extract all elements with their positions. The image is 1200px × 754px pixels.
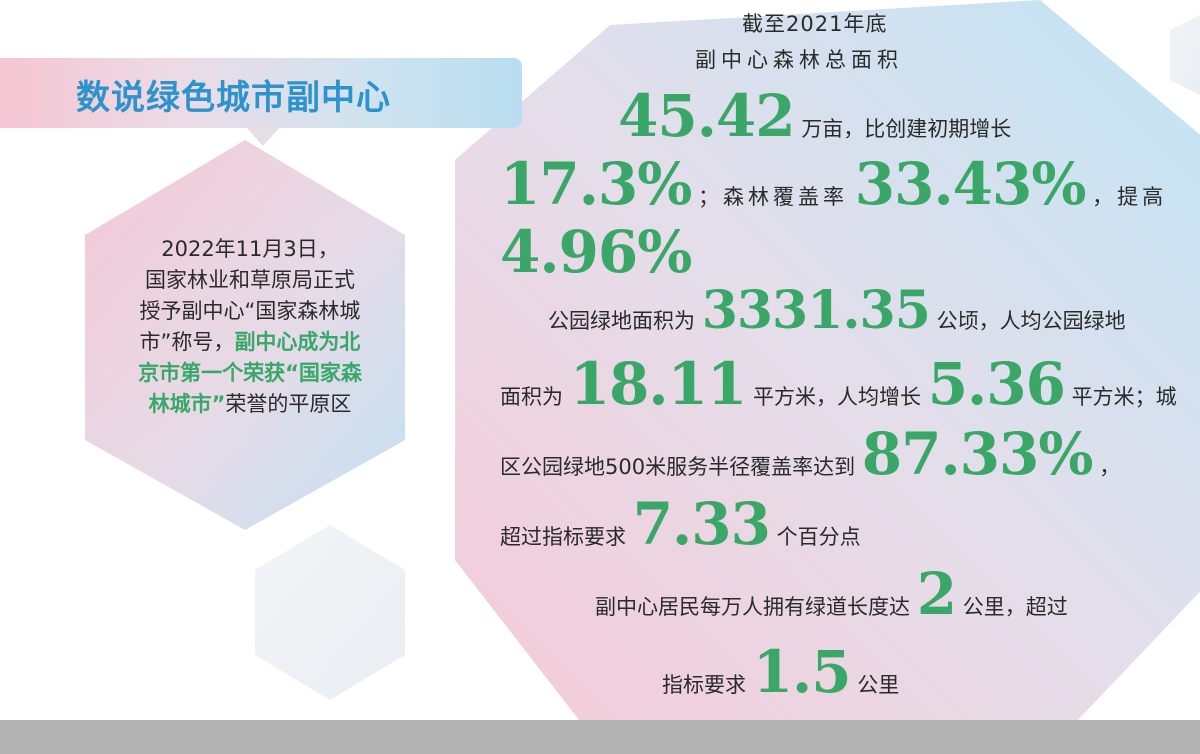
side-text: 市”称号，: [139, 330, 235, 354]
service-rate-value: 87.33%: [861, 420, 1094, 488]
title-banner: [0, 58, 522, 128]
footer-bar: [0, 720, 1200, 754]
small-hexagon: [85, 140, 405, 530]
side-highlight: 京市第一个荣获“国家森: [138, 361, 362, 385]
coverage-up-value: 4.96%: [500, 218, 692, 286]
stats-header: 副中心森林总面积: [695, 48, 903, 72]
stats-line: 副中心居民每万人拥有绿道长度达 2 公里，超过: [595, 560, 1068, 628]
forest-area-value: 45.42: [618, 82, 796, 150]
stats-text: 公里: [857, 673, 900, 697]
stats-text: 个百分点: [776, 525, 861, 549]
side-highlight: 副中心成为北: [234, 330, 361, 354]
stats-text: 平方米，人均增长: [753, 385, 921, 409]
stats-line: 4.96%: [500, 218, 692, 286]
stats-text: 面积为: [500, 385, 563, 409]
coverage-value: 33.43%: [854, 150, 1087, 218]
side-line: 市”称号，副中心成为北: [100, 327, 400, 358]
side-line: 2022年11月3日，: [161, 237, 339, 261]
stats-header: 截至2021年底: [742, 12, 888, 36]
stats-text: ，提高: [1092, 185, 1168, 209]
side-line: 国家林业和草原局正式: [145, 268, 355, 292]
greenway-value: 2: [916, 560, 957, 628]
page-title: 数说绿色城市副中心: [76, 78, 391, 118]
stats-text: 区公园绿地500米服务半径覆盖率达到: [500, 455, 856, 479]
stats-line: 公园绿地面积为 3331.35 公顷，人均公园绿地: [548, 280, 1126, 341]
stats-text: 平方米；城: [1071, 385, 1177, 409]
stats-text: 公园绿地面积为: [548, 309, 695, 333]
stats-text: ，: [1099, 455, 1121, 479]
exceed-value: 7.33: [632, 490, 771, 558]
stats-line: 面积为 18.11 平方米，人均增长 5.36 平方米；城: [500, 350, 1177, 418]
stats-text: 超过指标要求: [500, 525, 626, 549]
title-banner-notch: [245, 126, 281, 146]
side-note: 2022年11月3日， 国家林业和草原局正式 授予副中心“国家森林城 市”称号，…: [100, 234, 400, 420]
faint-hexagon-right: [1170, 15, 1200, 95]
side-line: 林城市”荣誉的平原区: [100, 389, 400, 420]
growth-value: 17.3%: [500, 150, 692, 218]
stats-text: ；森林覆盖率: [698, 185, 849, 209]
stats-text: 万亩，比创建初期增长: [801, 117, 1012, 141]
stats-line: 45.42 万亩，比创建初期增长: [618, 82, 1011, 150]
stats-line: 超过指标要求 7.33 个百分点: [500, 490, 861, 558]
stats-text: 公里，超过: [962, 595, 1068, 619]
side-line: 授予副中心“国家森林城: [139, 299, 361, 323]
target-value: 1.5: [752, 638, 852, 706]
stats-text: 副中心居民每万人拥有绿道长度达: [595, 595, 910, 619]
faint-hexagon-bottom: [255, 525, 405, 700]
per-capita-up-value: 5.36: [927, 350, 1066, 418]
stats-text: 指标要求: [662, 673, 746, 697]
side-highlight: 林城市”: [148, 392, 226, 416]
stats-line: 指标要求 1.5 公里: [662, 638, 899, 706]
park-area-value: 3331.35: [701, 280, 931, 341]
side-text: 荣誉的平原区: [225, 392, 352, 416]
per-capita-value: 18.11: [569, 350, 748, 418]
stats-line: 17.3% ；森林覆盖率 33.43% ，提高: [500, 150, 1167, 218]
big-hexagon: [455, 0, 1200, 754]
stats-line: 区公园绿地500米服务半径覆盖率达到 87.33% ，: [500, 420, 1120, 488]
stats-text: 公顷，人均公园绿地: [936, 309, 1126, 333]
